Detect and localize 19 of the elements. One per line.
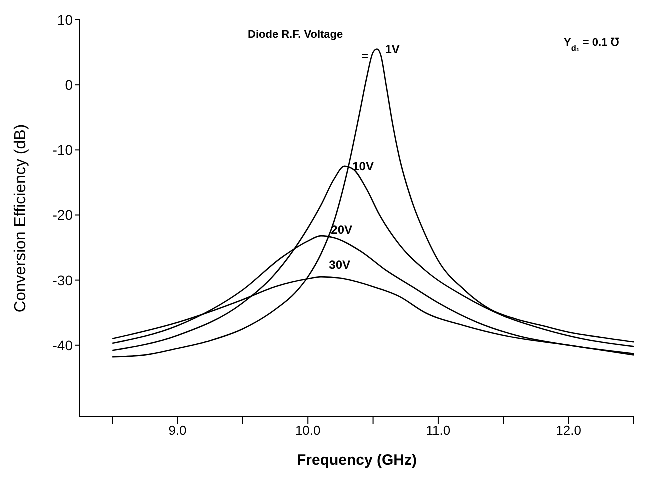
series-label: 20V [331, 223, 353, 238]
x-tick-label: 12.0 [556, 423, 582, 438]
x-tick-label: 10.0 [295, 423, 321, 438]
y-tick-label: 0 [65, 77, 74, 94]
x-tick-label: 9.0 [168, 423, 187, 438]
annotation: Diode R.F. Voltage [248, 29, 344, 41]
y-tick-label: -40 [52, 337, 74, 354]
y-tick-label: -10 [52, 142, 74, 158]
series-label: 30V [329, 258, 351, 272]
x-tick-label: 11.0 [426, 423, 451, 438]
series-label: 1V [385, 42, 400, 56]
y-tick-label: -20 [52, 207, 74, 224]
y-tick-label: -30 [52, 272, 74, 288]
y-tick-label: 10 [57, 12, 74, 28]
series-label: 10V [352, 159, 374, 174]
x-axis-title: Frequency (GHz) [296, 452, 418, 469]
y-axis-title: Conversion Efficiency (dB) [12, 124, 30, 313]
annotation: Y$_{d₁}$ = 0.1 ℧ [564, 37, 620, 52]
annotation: = [362, 51, 368, 63]
